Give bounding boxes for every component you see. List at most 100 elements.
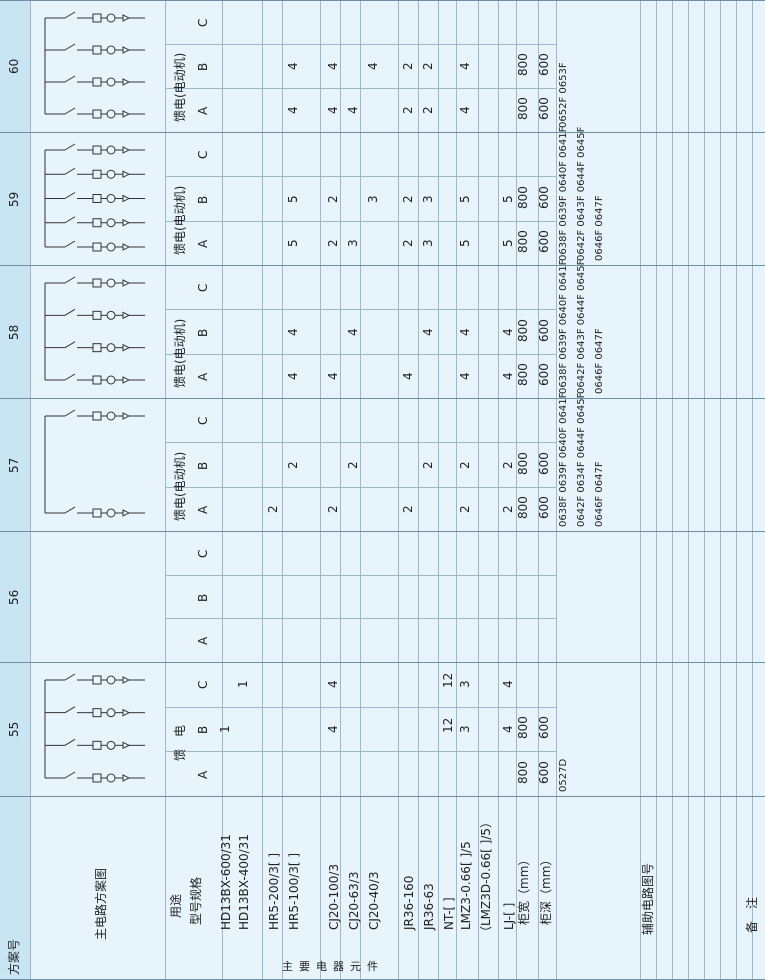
feeder-branch (64, 341, 76, 349)
scheme-separator (0, 265, 765, 266)
grid-vline (262, 0, 263, 980)
feeder-branch (106, 773, 116, 783)
feeder-branch (122, 343, 131, 352)
subcolumn-separator (165, 88, 556, 89)
grid-vline (320, 0, 321, 980)
feeder-branch (106, 242, 116, 252)
feeder-branch (106, 278, 116, 288)
header-band (0, 0, 30, 980)
grid-vline (456, 0, 457, 980)
feeder-branch (92, 773, 102, 783)
scheme-separator (0, 398, 765, 399)
feeder-branch (92, 145, 102, 155)
feeder-branch (122, 676, 131, 684)
subcolumn-separator (165, 487, 556, 488)
feeder-branch (64, 506, 76, 514)
feeder-branch (64, 216, 76, 224)
feeder-branch (122, 194, 131, 203)
grid-vline (656, 0, 657, 980)
subcolumn-separator (165, 707, 556, 708)
feeder-branch (106, 508, 116, 518)
grid-vline (556, 0, 557, 980)
feeder-branch (122, 311, 131, 320)
subcolumn-separator (165, 442, 556, 443)
grid-vline (30, 0, 31, 980)
grid-vline (340, 0, 341, 980)
subcolumn-separator (165, 221, 556, 222)
feeder-branch (64, 308, 76, 316)
feeder-branch (106, 310, 116, 320)
feeder-branch (92, 411, 102, 421)
grid-vline (538, 0, 539, 980)
feeder-branch (64, 192, 76, 199)
feeder-branch (122, 774, 131, 782)
feeder-branch (92, 508, 102, 518)
feeder-branch (122, 376, 131, 384)
feeder-branch (122, 218, 131, 227)
feeder-branch (92, 740, 102, 750)
feeder-branch (106, 169, 116, 179)
feeder-branch (92, 194, 102, 203)
feeder-branch (64, 673, 76, 681)
feeder-branch (92, 278, 102, 288)
feeder-branch (122, 170, 131, 179)
scheme-separator (0, 796, 765, 797)
feeder-branch (64, 771, 76, 779)
grid-vline (688, 0, 689, 980)
grid-vline (704, 0, 705, 980)
feeder-branch (106, 411, 116, 421)
grid-vline (438, 0, 439, 980)
feeder-branch (122, 243, 131, 251)
feeder-branch (92, 343, 102, 353)
feeder-branch (122, 741, 131, 750)
grid-vline (398, 0, 399, 980)
grid-vline (720, 0, 721, 980)
feeder-branch (92, 218, 102, 228)
feeder-branch (122, 412, 131, 420)
feeder-branch (64, 373, 76, 381)
feeder-branch (106, 740, 116, 750)
feeder-branch (64, 706, 76, 714)
feeder-branch (92, 13, 102, 23)
feeder-branch (64, 143, 76, 151)
grid-vline (736, 0, 737, 980)
feeder-branch (92, 45, 102, 55)
feeder-branch (122, 78, 131, 86)
grid-vline (516, 0, 517, 980)
feeder-branch (64, 409, 76, 417)
grid-vline (282, 0, 283, 980)
feeder-branch (92, 109, 102, 119)
feeder-branch (92, 310, 102, 320)
scheme-separator (0, 662, 765, 663)
feeder-branch (122, 509, 131, 517)
grid-vline (165, 0, 166, 980)
feeder-branch (106, 218, 116, 228)
feeder-branch (64, 240, 76, 248)
grid-vline (640, 0, 641, 980)
feeder-branch (106, 13, 116, 23)
subcolumn-separator (165, 44, 556, 45)
feeder-branch (64, 276, 76, 284)
feeder-branch (106, 109, 116, 119)
feeder-branch (106, 45, 116, 55)
feeder-branch (122, 46, 131, 54)
feeder-branch (106, 708, 116, 718)
scheme-separator (0, 0, 765, 1)
feeder-branch (122, 146, 131, 154)
feeder-branch (64, 738, 76, 746)
subcolumn-separator (165, 575, 556, 576)
feeder-branch (92, 242, 102, 252)
feeder-branch (64, 43, 76, 51)
row-label-main-components: 主要电器元件 (282, 960, 384, 973)
grid-vline (222, 0, 223, 980)
feeder-branch (106, 343, 116, 353)
feeder-branch (106, 145, 116, 155)
feeder-branch (106, 675, 116, 685)
feeder-branch (92, 77, 102, 87)
subcolumn-separator (165, 309, 556, 310)
subcolumn-separator (165, 751, 556, 752)
feeder-branch (106, 375, 116, 385)
feeder-branch (64, 11, 76, 19)
